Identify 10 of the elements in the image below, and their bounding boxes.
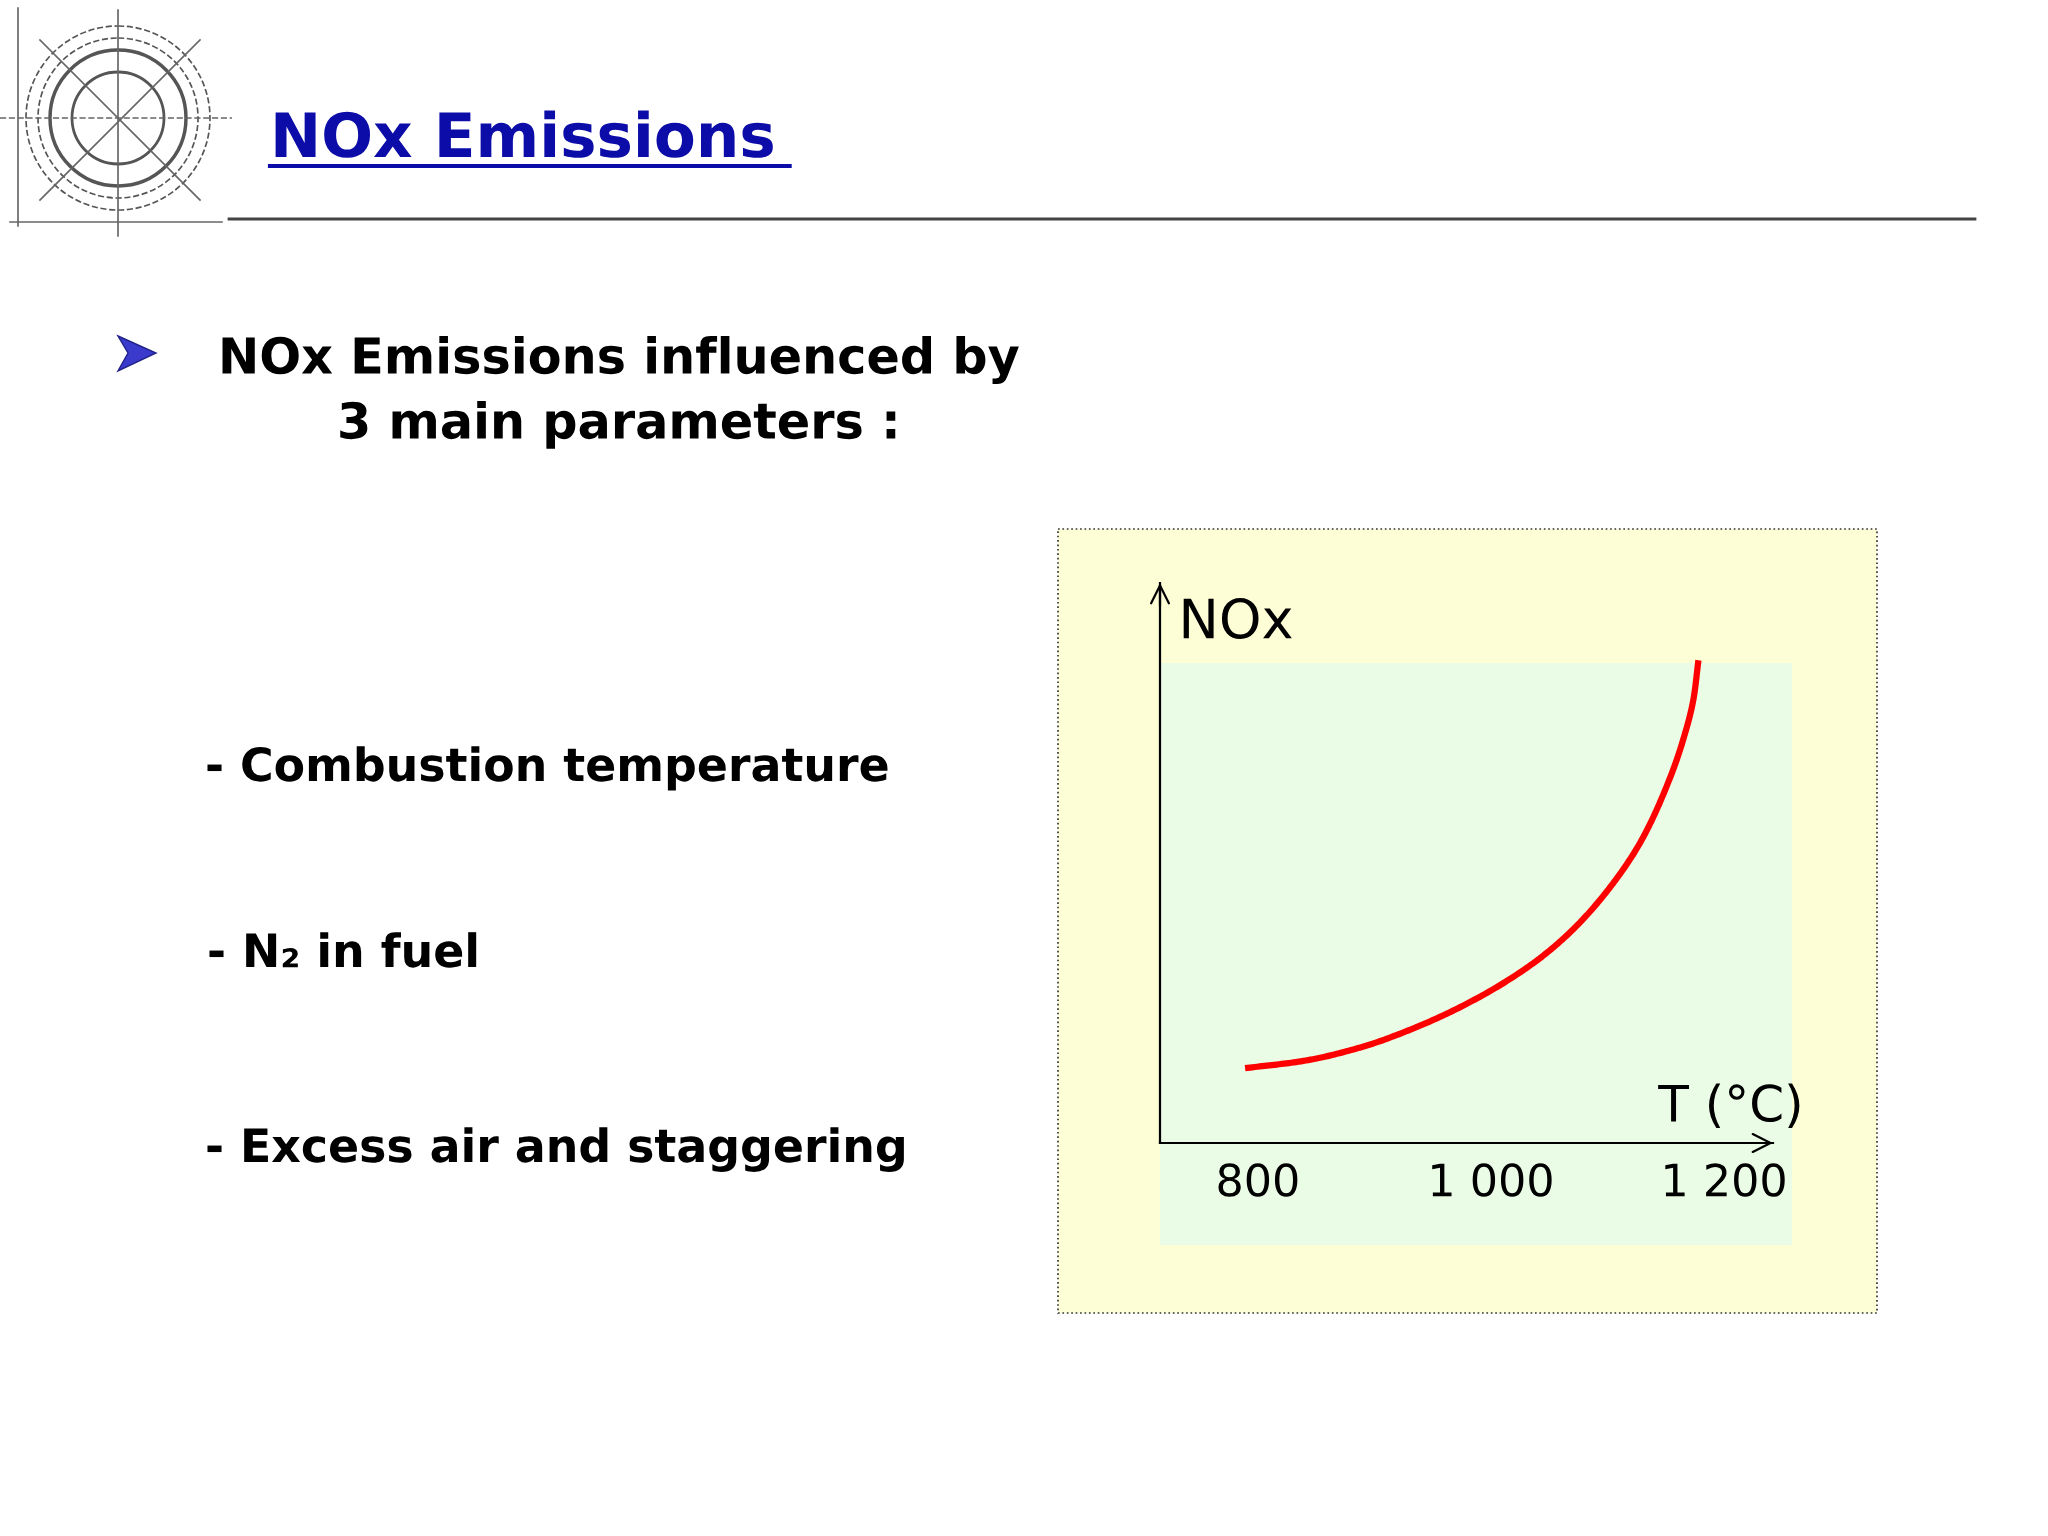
y-axis-title: NOx bbox=[1183, 597, 1292, 639]
x-tick-label: 1 000 bbox=[1432, 1163, 1552, 1197]
text: NOx Emissions influenced by 3 main parameters : bbox=[222, 336, 1019, 449]
text: - Combustion temperature bbox=[207, 746, 888, 791]
text: - Excess air and staggering bbox=[207, 1127, 904, 1172]
x-axis-title: T (°C) bbox=[1658, 1083, 1800, 1128]
x-tick-label: 800 bbox=[1218, 1163, 1298, 1197]
x-tick-label: 1 200 bbox=[1665, 1163, 1785, 1197]
text: - N₂ in fuel bbox=[209, 932, 477, 968]
text: NOx Emissions bbox=[275, 110, 773, 158]
